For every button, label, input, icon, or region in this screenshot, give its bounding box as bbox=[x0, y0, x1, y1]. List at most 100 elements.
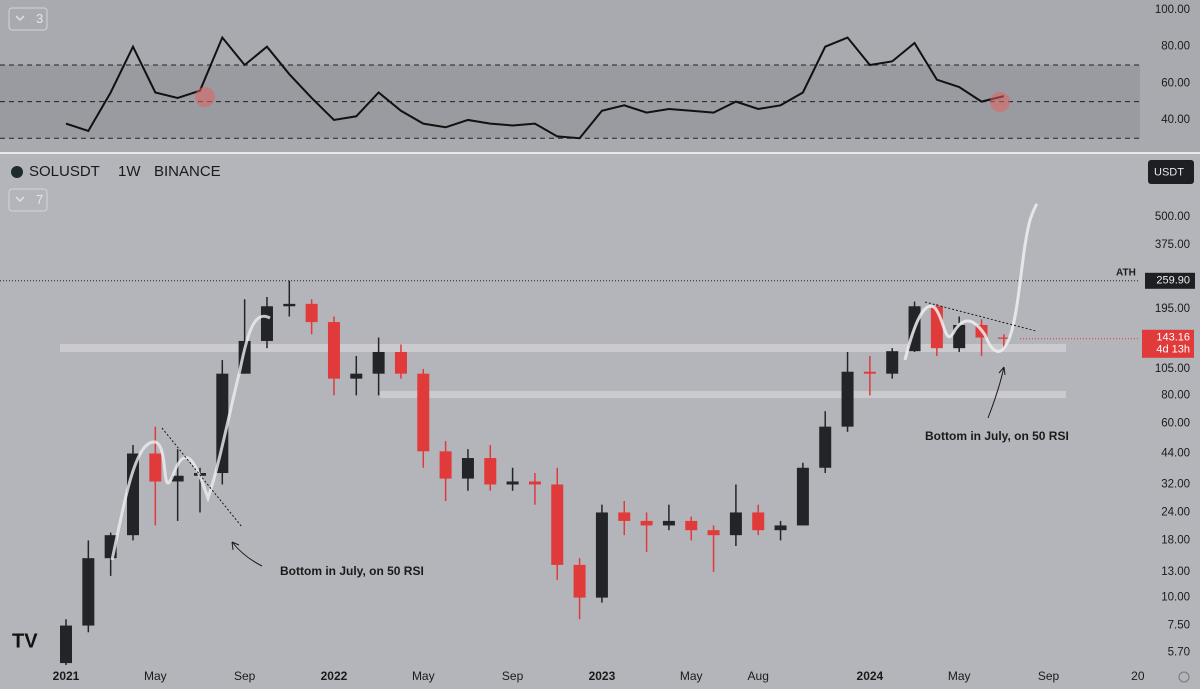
y-tick-label: 100.00 bbox=[1155, 4, 1190, 16]
y-tick-label: 5.70 bbox=[1168, 646, 1190, 658]
x-tick-label: May bbox=[948, 669, 971, 683]
candle-body bbox=[126, 453, 139, 536]
candle-body bbox=[60, 625, 72, 664]
countdown: 4d 13h bbox=[1156, 344, 1190, 356]
support-zone bbox=[380, 391, 1066, 398]
candle-body bbox=[506, 481, 519, 485]
collapse-button[interactable] bbox=[8, 7, 48, 31]
candle-body bbox=[439, 451, 452, 479]
x-tick-label: May bbox=[680, 669, 703, 683]
x-tick-label: Sep bbox=[1038, 669, 1060, 683]
annotation: Bottom in July, on 50 RSI bbox=[925, 429, 1069, 443]
y-tick-label: 13.00 bbox=[1161, 566, 1190, 578]
badge: 3 bbox=[36, 11, 43, 26]
drawing-curve bbox=[903, 202, 1039, 361]
candle-body bbox=[707, 530, 720, 536]
y-tick-label: 60.00 bbox=[1161, 417, 1190, 429]
candle-body bbox=[372, 351, 385, 374]
y-tick-label: 105.00 bbox=[1155, 363, 1190, 375]
interval: 1W bbox=[118, 163, 141, 180]
x-tick-label: 2022 bbox=[321, 669, 348, 683]
candle-body bbox=[997, 337, 1010, 339]
annotation: Bottom in July, on 50 RSI bbox=[280, 564, 424, 578]
chevron-icon bbox=[15, 196, 25, 203]
arrow bbox=[987, 366, 1006, 419]
candle-body bbox=[841, 371, 854, 427]
candle-body bbox=[149, 453, 162, 482]
highlight bbox=[195, 87, 215, 107]
chevron-icon bbox=[15, 15, 25, 22]
y-tick-label: 60.00 bbox=[1161, 77, 1190, 89]
candle-body bbox=[350, 373, 363, 379]
candle-body bbox=[216, 373, 229, 474]
trend-line bbox=[161, 427, 243, 528]
candle-body bbox=[528, 481, 541, 485]
x-tick-label: Sep bbox=[234, 669, 256, 683]
x-tick-label: Sep bbox=[502, 669, 524, 683]
y-tick-label: 10.00 bbox=[1161, 592, 1190, 604]
y-tick-label: 40.00 bbox=[1161, 114, 1190, 126]
candle-body bbox=[863, 371, 876, 374]
candle-body bbox=[796, 467, 809, 526]
y-tick-label: 375.00 bbox=[1155, 239, 1190, 251]
currency-button[interactable] bbox=[1148, 160, 1194, 184]
candle-body bbox=[394, 351, 407, 374]
x-tick-label: May bbox=[412, 669, 435, 683]
candle-body bbox=[819, 426, 832, 468]
x-tick-label: May bbox=[144, 669, 167, 683]
candle-body bbox=[305, 303, 318, 323]
candle-body bbox=[774, 525, 787, 531]
support-zone bbox=[60, 344, 1066, 352]
candle-body bbox=[662, 520, 675, 526]
y-tick-label: 32.00 bbox=[1161, 479, 1190, 491]
y-tick-label: 44.00 bbox=[1161, 448, 1190, 460]
candle-body bbox=[729, 512, 742, 536]
x-tick-label: 2023 bbox=[589, 669, 616, 683]
rsi-line bbox=[65, 35, 1005, 140]
exchange: BINANCE bbox=[154, 163, 221, 180]
candle-body bbox=[327, 322, 340, 379]
last-price: 143.16 bbox=[1156, 332, 1190, 344]
last-price-box bbox=[1142, 329, 1194, 358]
y-tick-label: 195.00 bbox=[1155, 303, 1190, 315]
x-tick-label: Aug bbox=[748, 669, 769, 683]
settings-icon[interactable] bbox=[1178, 671, 1190, 683]
candle-body bbox=[685, 520, 698, 531]
currency: USDT bbox=[1154, 166, 1184, 178]
candle-body bbox=[573, 564, 586, 598]
symbol: SOLUSDT bbox=[29, 163, 100, 180]
y-tick-label: 80.00 bbox=[1161, 41, 1190, 53]
candle-body bbox=[618, 512, 631, 521]
trend-line bbox=[924, 301, 1037, 332]
y-tick-label: 7.50 bbox=[1168, 620, 1190, 632]
collapse-button[interactable] bbox=[8, 188, 48, 212]
ath-price: 259.90 bbox=[1156, 275, 1190, 287]
candle-body bbox=[417, 373, 430, 452]
ath-price-box bbox=[1145, 272, 1195, 289]
candle-body bbox=[260, 306, 273, 341]
x-tick-label: 20 bbox=[1131, 669, 1145, 683]
candle-body bbox=[640, 520, 653, 526]
badge: 7 bbox=[36, 192, 43, 207]
candle-body bbox=[551, 484, 564, 565]
candle-body bbox=[82, 558, 95, 626]
y-tick-label: 24.00 bbox=[1161, 506, 1190, 518]
candle-body bbox=[171, 475, 184, 482]
candle-body bbox=[484, 458, 497, 485]
symbol-icon bbox=[11, 166, 23, 178]
candle-body bbox=[461, 458, 474, 479]
y-tick-label: 80.00 bbox=[1161, 389, 1190, 401]
y-tick-label: 500.00 bbox=[1155, 211, 1190, 223]
candle-body bbox=[595, 512, 608, 598]
candle-body bbox=[283, 303, 296, 307]
logo: TV bbox=[12, 630, 38, 652]
y-tick-label: 18.00 bbox=[1161, 534, 1190, 546]
x-tick-label: 2024 bbox=[857, 669, 884, 683]
arrow bbox=[231, 541, 263, 567]
price-pane bbox=[0, 154, 1200, 689]
x-tick-label: 2021 bbox=[53, 669, 80, 683]
drawing-curve bbox=[110, 314, 271, 561]
candle-body bbox=[752, 512, 765, 531]
ath-label: ATH bbox=[1116, 267, 1136, 278]
